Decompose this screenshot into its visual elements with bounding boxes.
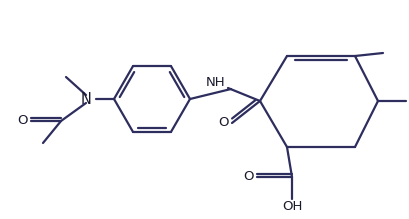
Text: O: O (218, 117, 229, 129)
Text: NH: NH (206, 76, 225, 90)
Text: OH: OH (281, 201, 301, 214)
Text: N: N (80, 92, 91, 106)
Text: O: O (18, 115, 28, 127)
Text: O: O (243, 171, 254, 184)
